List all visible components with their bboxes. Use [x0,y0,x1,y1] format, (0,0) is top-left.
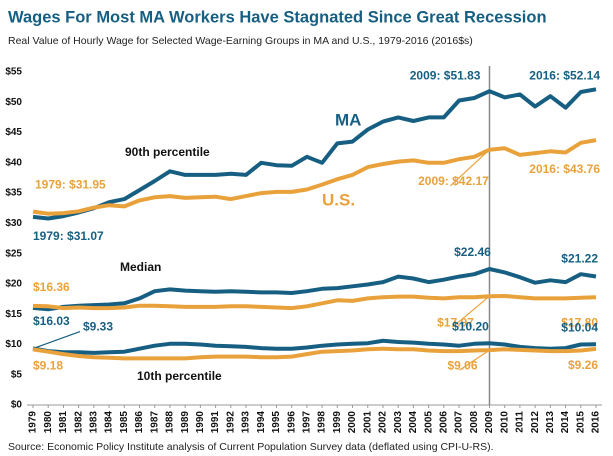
value-label: 2009: $42.17 [418,174,489,188]
y-tick-label: $30 [5,218,22,229]
y-tick-label: $15 [5,309,22,320]
x-tick-label: 2010 [499,411,510,434]
data-line [32,138,597,216]
leader-line [32,330,81,350]
value-label: $10.20 [452,319,489,333]
value-label: $9.33 [83,320,113,334]
chart-title: Wages For Most MA Workers Have Stagnated… [8,8,547,26]
y-tick-label: $50 [5,97,22,108]
x-tick-label: 1993 [241,411,252,434]
value-label: 2016: $43.76 [529,162,600,176]
x-tick-label: 1992 [225,411,236,434]
value-label: $9.26 [568,358,598,372]
data-line [32,346,597,361]
x-tick-label: 1989 [180,411,191,434]
x-tick-label: 1983 [89,411,100,434]
value-label: $17.80 [561,315,598,329]
y-tick-label: $20 [5,279,22,290]
x-tick-label: 2007 [454,411,465,434]
x-tick-label: 1997 [302,411,313,434]
x-tick-label: 1991 [210,411,221,434]
x-tick-label: 1979 [28,411,39,434]
value-label: $22.46 [454,245,491,259]
value-label: $9.18 [33,359,63,373]
value-label: $16.36 [33,280,70,294]
value-label: $10.04 [561,320,598,334]
x-tick-label: 2001 [362,411,373,434]
y-tick-label: $55 [5,67,22,78]
x-tick-label: 1984 [104,411,115,434]
value-label: $17.97 [437,315,474,329]
data-line [32,338,597,355]
x-tick-label: 1986 [134,411,145,434]
x-tick-label: 2006 [438,411,449,434]
x-tick-label: 1995 [271,411,282,434]
leader-line [452,295,490,328]
x-tick-label: 1985 [119,411,130,434]
x-tick-label: 2002 [378,411,389,434]
value-label: 2016: $52.14 [529,68,600,82]
legend-label: MA [335,110,361,129]
x-tick-label: 2008 [469,411,480,434]
x-tick-label: 2012 [530,411,541,434]
value-label: $16.03 [33,314,70,328]
x-tick-label: 2016 [591,411,602,434]
y-tick-label: $45 [5,127,22,138]
chart-subtitle: Real Value of Hourly Wage for Selected W… [8,35,473,47]
x-tick-label: 2003 [393,411,404,434]
data-line [32,87,597,221]
leader-line [450,149,490,187]
x-tick-label: 1996 [286,411,297,434]
leader-line [459,349,490,371]
value-label: 2009: $51.83 [410,68,481,82]
group-label: Median [120,260,161,274]
group-label: 90th percentile [125,145,210,159]
x-tick-label: 2011 [515,411,526,433]
x-tick-label: 2004 [408,411,419,434]
value-label: $9.06 [447,358,477,372]
data-line [32,267,597,312]
y-tick-label: $40 [5,157,22,168]
x-tick-label: 2014 [560,411,571,434]
x-tick-label: 1998 [317,411,328,434]
x-tick-label: 1994 [256,411,267,434]
x-tick-label: 1988 [165,411,176,434]
x-tick-label: 2009 [484,411,495,434]
source-note: Source: Economic Policy Institute analys… [8,441,494,453]
x-tick-label: 1999 [332,411,343,434]
x-tick-label: 1981 [58,411,69,434]
value-label: 1979: $31.95 [35,178,106,192]
x-tick-label: 2015 [575,411,586,434]
x-tick-label: 2013 [545,411,556,434]
data-line [32,294,597,311]
value-label: $21.22 [561,252,598,266]
x-tick-label: 2000 [347,411,358,434]
x-tick-label: 1987 [149,411,160,434]
x-tick-label: 1982 [73,411,84,434]
group-label: 10th percentile [137,369,222,383]
y-tick-label: $25 [5,248,22,259]
x-tick-label: 1980 [43,411,54,434]
y-tick-label: $0 [11,400,23,411]
y-tick-label: $10 [5,339,22,350]
value-label: 1979: $31.07 [33,229,104,243]
y-tick-label: $35 [5,188,22,199]
x-tick-label: 1990 [195,411,206,434]
y-tick-label: $5 [11,369,23,380]
x-tick-label: 2005 [423,411,434,434]
legend-label: U.S. [322,190,355,209]
